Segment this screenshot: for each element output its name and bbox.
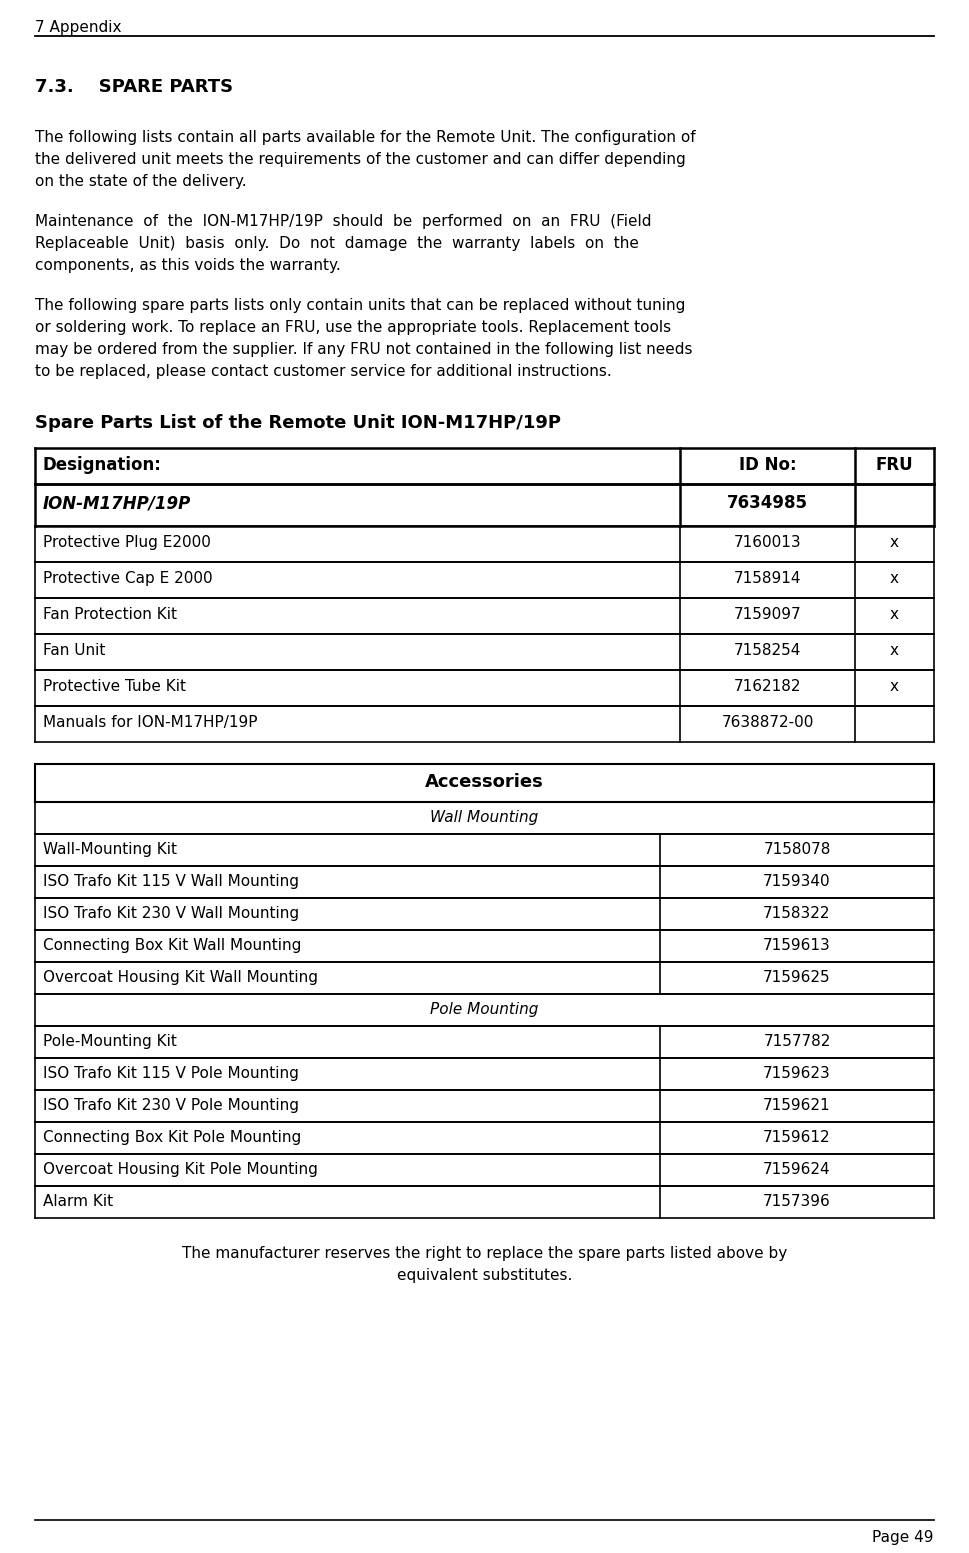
Text: 7157396: 7157396 — [764, 1194, 830, 1208]
Text: The following lists contain all parts available for the Remote Unit. The configu: The following lists contain all parts av… — [35, 130, 696, 144]
Text: The manufacturer reserves the right to replace the spare parts listed above by: The manufacturer reserves the right to r… — [182, 1246, 787, 1261]
Text: or soldering work. To replace an FRU, use the appropriate tools. Replacement too: or soldering work. To replace an FRU, us… — [35, 320, 672, 335]
Text: Connecting Box Kit Pole Mounting: Connecting Box Kit Pole Mounting — [43, 1131, 301, 1145]
Text: Overcoat Housing Kit Wall Mounting: Overcoat Housing Kit Wall Mounting — [43, 971, 318, 985]
Text: 7634985: 7634985 — [727, 494, 808, 512]
Text: 7158078: 7158078 — [764, 842, 830, 857]
Text: the delivered unit meets the requirements of the customer and can differ dependi: the delivered unit meets the requirement… — [35, 152, 686, 168]
Text: Protective Tube Kit: Protective Tube Kit — [43, 679, 186, 694]
Text: 7159097: 7159097 — [734, 607, 801, 623]
Text: Manuals for ION-M17HP/19P: Manuals for ION-M17HP/19P — [43, 714, 258, 730]
Text: Fan Unit: Fan Unit — [43, 643, 106, 658]
Text: 7160013: 7160013 — [734, 534, 801, 550]
Text: x: x — [890, 607, 899, 623]
Text: Connecting Box Kit Wall Mounting: Connecting Box Kit Wall Mounting — [43, 938, 301, 954]
Text: on the state of the delivery.: on the state of the delivery. — [35, 174, 247, 189]
Text: x: x — [890, 643, 899, 658]
Text: 7.3.    SPARE PARTS: 7.3. SPARE PARTS — [35, 78, 234, 96]
Text: 7638872-00: 7638872-00 — [721, 714, 814, 730]
Text: Wall-Mounting Kit: Wall-Mounting Kit — [43, 842, 177, 857]
Text: Pole Mounting: Pole Mounting — [430, 1002, 539, 1017]
Text: 7159613: 7159613 — [764, 938, 830, 954]
Text: 7158254: 7158254 — [734, 643, 801, 658]
Text: Fan Protection Kit: Fan Protection Kit — [43, 607, 177, 623]
Text: FRU: FRU — [876, 457, 914, 474]
Text: Page 49: Page 49 — [872, 1530, 934, 1545]
Text: Maintenance  of  the  ION-M17HP/19P  should  be  performed  on  an  FRU  (Field: Maintenance of the ION-M17HP/19P should … — [35, 214, 651, 228]
Text: 7157782: 7157782 — [764, 1034, 830, 1048]
Text: equivalent substitutes.: equivalent substitutes. — [397, 1267, 572, 1283]
Text: ISO Trafo Kit 115 V Wall Mounting: ISO Trafo Kit 115 V Wall Mounting — [43, 874, 299, 888]
Text: 7158914: 7158914 — [734, 572, 801, 585]
Text: components, as this voids the warranty.: components, as this voids the warranty. — [35, 258, 341, 273]
Text: Replaceable  Unit)  basis  only.  Do  not  damage  the  warranty  labels  on  th: Replaceable Unit) basis only. Do not dam… — [35, 236, 639, 252]
Text: Accessories: Accessories — [425, 773, 544, 790]
Text: Overcoat Housing Kit Pole Mounting: Overcoat Housing Kit Pole Mounting — [43, 1162, 318, 1177]
Text: 7 Appendix: 7 Appendix — [35, 20, 121, 36]
Text: Alarm Kit: Alarm Kit — [43, 1194, 113, 1208]
Text: ION-M17HP/19P: ION-M17HP/19P — [43, 494, 191, 512]
Text: 7159624: 7159624 — [764, 1162, 830, 1177]
Text: Spare Parts List of the Remote Unit ION-M17HP/19P: Spare Parts List of the Remote Unit ION-… — [35, 415, 561, 432]
Text: may be ordered from the supplier. If any FRU not contained in the following list: may be ordered from the supplier. If any… — [35, 342, 693, 357]
Text: 7159623: 7159623 — [764, 1065, 830, 1081]
Text: x: x — [890, 534, 899, 550]
Text: Protective Plug E2000: Protective Plug E2000 — [43, 534, 211, 550]
Text: 7162182: 7162182 — [734, 679, 801, 694]
Text: ISO Trafo Kit 230 V Wall Mounting: ISO Trafo Kit 230 V Wall Mounting — [43, 905, 299, 921]
Text: x: x — [890, 572, 899, 585]
Text: 7158322: 7158322 — [764, 905, 830, 921]
Text: Wall Mounting: Wall Mounting — [430, 811, 539, 825]
Text: ID No:: ID No: — [738, 457, 797, 474]
Text: ISO Trafo Kit 115 V Pole Mounting: ISO Trafo Kit 115 V Pole Mounting — [43, 1065, 298, 1081]
Text: Designation:: Designation: — [43, 457, 162, 474]
Text: x: x — [890, 679, 899, 694]
Text: 7159621: 7159621 — [764, 1098, 830, 1114]
Text: to be replaced, please contact customer service for additional instructions.: to be replaced, please contact customer … — [35, 363, 611, 379]
Text: The following spare parts lists only contain units that can be replaced without : The following spare parts lists only con… — [35, 298, 685, 314]
Text: 7159625: 7159625 — [764, 971, 830, 985]
Text: Pole-Mounting Kit: Pole-Mounting Kit — [43, 1034, 177, 1048]
Text: 7159612: 7159612 — [764, 1131, 830, 1145]
Text: ISO Trafo Kit 230 V Pole Mounting: ISO Trafo Kit 230 V Pole Mounting — [43, 1098, 299, 1114]
Text: 7159340: 7159340 — [764, 874, 830, 888]
Text: Protective Cap E 2000: Protective Cap E 2000 — [43, 572, 212, 585]
